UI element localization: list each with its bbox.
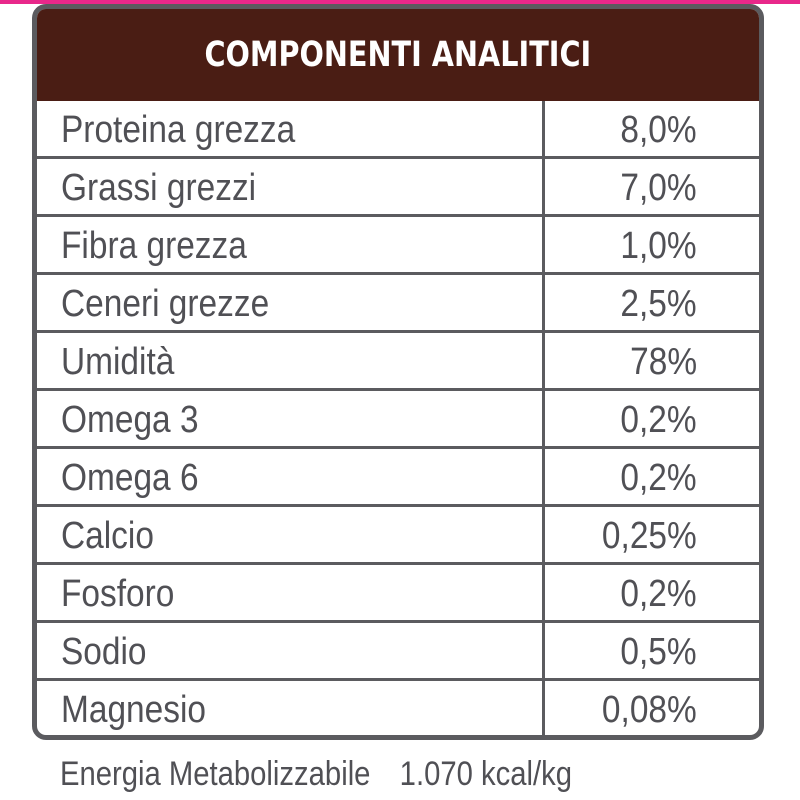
row-name: Ceneri grezze (61, 283, 270, 325)
energy-footer: Energia Metabolizzabile 1.070 kcal/kg (60, 752, 572, 796)
row-name: Calcio (61, 515, 154, 557)
row-name: Fosforo (61, 573, 175, 615)
row-name: Sodio (61, 631, 147, 673)
row-name: Magnesio (61, 689, 206, 731)
table-row: Magnesio 0,08% (37, 681, 759, 735)
row-value: 0,25% (602, 515, 697, 557)
row-name: Umidità (61, 341, 175, 383)
row-value: 2,5% (620, 283, 697, 325)
table-row: Sodio 0,5% (37, 623, 759, 681)
table-row: Ceneri grezze 2,5% (37, 275, 759, 333)
energy-label: Energia Metabolizzabile (60, 755, 371, 793)
row-value: 0,2% (620, 457, 697, 499)
row-value: 78% (630, 341, 697, 383)
table-title: COMPONENTI ANALITICI (204, 35, 592, 75)
row-value: 0,5% (620, 631, 697, 673)
row-value: 0,2% (620, 399, 697, 441)
row-value: 0,2% (620, 573, 697, 615)
energy-value: 1.070 kcal/kg (399, 755, 572, 793)
table-header: COMPONENTI ANALITICI (37, 9, 759, 101)
table-row: Grassi grezzi 7,0% (37, 159, 759, 217)
row-value: 1,0% (620, 225, 697, 267)
table-row: Omega 3 0,2% (37, 391, 759, 449)
row-name: Proteina grezza (61, 109, 296, 151)
table-rows: Proteina grezza 8,0% Grassi grezzi 7,0% … (37, 101, 759, 735)
row-name: Fibra grezza (61, 225, 247, 267)
table-row: Omega 6 0,2% (37, 449, 759, 507)
table-row: Calcio 0,25% (37, 507, 759, 565)
analytical-components-table: COMPONENTI ANALITICI Proteina grezza 8,0… (32, 4, 764, 740)
table-row: Fibra grezza 1,0% (37, 217, 759, 275)
top-accent-strip (0, 0, 800, 4)
row-value: 8,0% (620, 109, 697, 151)
row-name: Grassi grezzi (61, 167, 257, 209)
table-row: Umidità 78% (37, 333, 759, 391)
column-divider (542, 101, 545, 735)
row-value: 7,0% (620, 167, 697, 209)
row-name: Omega 6 (61, 457, 199, 499)
table-row: Proteina grezza 8,0% (37, 101, 759, 159)
row-value: 0,08% (602, 689, 697, 731)
table-row: Fosforo 0,2% (37, 565, 759, 623)
row-name: Omega 3 (61, 399, 199, 441)
